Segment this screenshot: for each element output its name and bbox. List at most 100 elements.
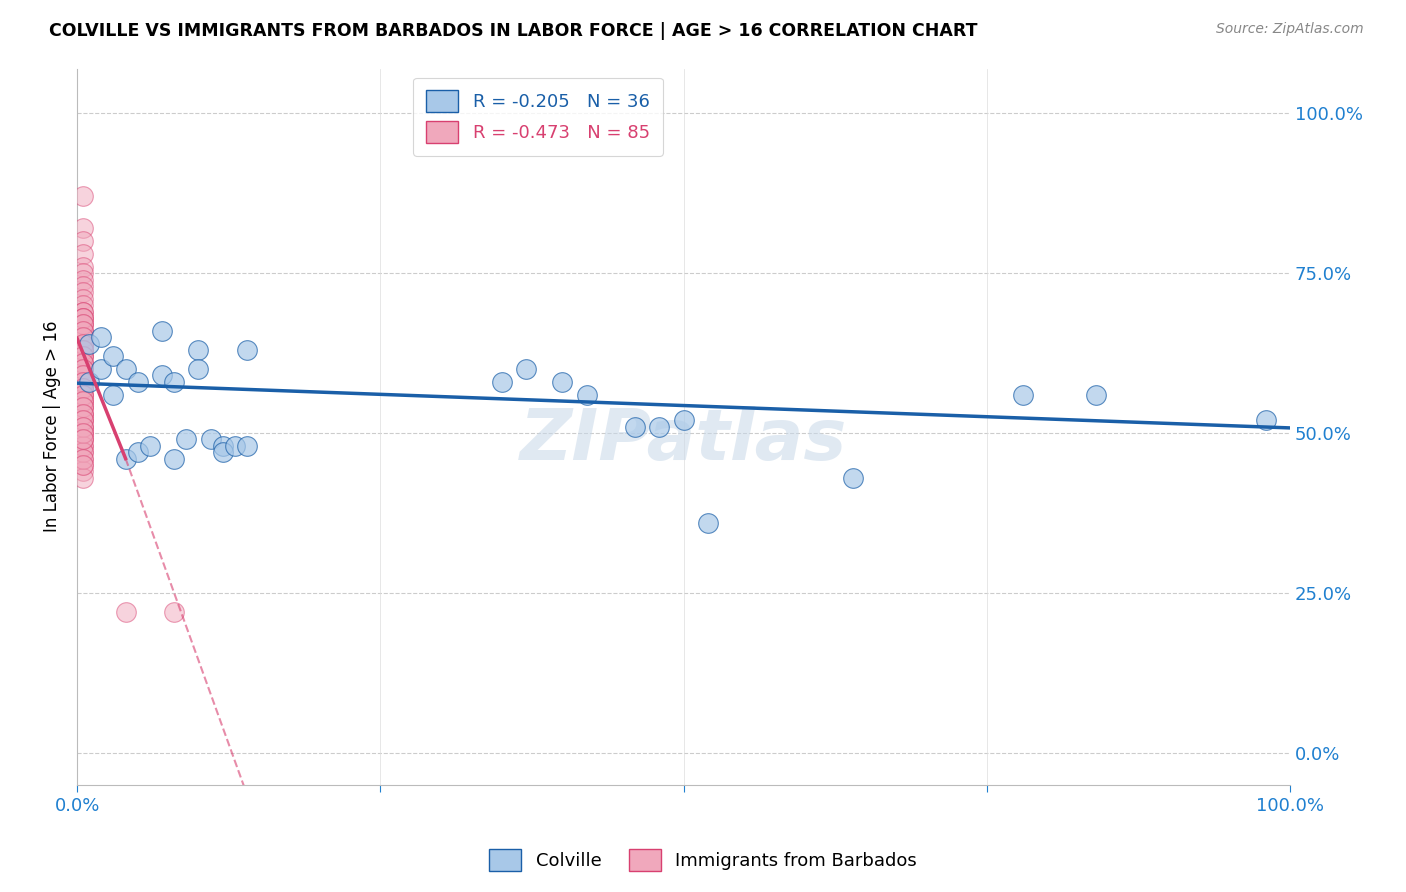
Point xyxy=(72,266,94,280)
Point xyxy=(72,387,94,401)
Point xyxy=(72,451,94,466)
Point xyxy=(72,189,94,203)
Point xyxy=(187,343,209,357)
Point xyxy=(72,285,94,300)
Point xyxy=(72,407,94,421)
Point xyxy=(72,387,94,401)
Point xyxy=(72,318,94,332)
Point xyxy=(127,375,149,389)
Point xyxy=(72,362,94,376)
Text: COLVILLE VS IMMIGRANTS FROM BARBADOS IN LABOR FORCE | AGE > 16 CORRELATION CHART: COLVILLE VS IMMIGRANTS FROM BARBADOS IN … xyxy=(49,22,977,40)
Point xyxy=(187,362,209,376)
Point xyxy=(72,425,94,440)
Point xyxy=(72,349,94,363)
Point xyxy=(174,433,197,447)
Point xyxy=(90,330,112,344)
Point xyxy=(103,387,125,401)
Point xyxy=(72,401,94,415)
Point xyxy=(72,401,94,415)
Point xyxy=(72,464,94,478)
Point xyxy=(72,439,94,453)
Point xyxy=(1254,413,1277,427)
Point xyxy=(163,451,186,466)
Point xyxy=(1084,387,1107,401)
Point xyxy=(72,433,94,447)
Point xyxy=(72,413,94,427)
Point xyxy=(72,279,94,293)
Point xyxy=(551,375,574,389)
Point xyxy=(72,336,94,351)
Point xyxy=(72,234,94,248)
Point xyxy=(200,433,222,447)
Text: ZIPatlas: ZIPatlas xyxy=(520,407,848,475)
Point xyxy=(72,349,94,363)
Point xyxy=(72,394,94,409)
Legend: R = -0.205   N = 36, R = -0.473   N = 85: R = -0.205 N = 36, R = -0.473 N = 85 xyxy=(413,78,662,156)
Point xyxy=(575,387,598,401)
Point xyxy=(72,324,94,338)
Point xyxy=(72,310,94,325)
Point xyxy=(150,368,173,383)
Point xyxy=(842,471,865,485)
Point xyxy=(77,336,100,351)
Point xyxy=(72,318,94,332)
Point xyxy=(72,330,94,344)
Point xyxy=(211,445,233,459)
Point xyxy=(72,292,94,306)
Point xyxy=(72,407,94,421)
Point xyxy=(72,330,94,344)
Point xyxy=(72,471,94,485)
Point xyxy=(90,362,112,376)
Point xyxy=(648,419,671,434)
Point xyxy=(72,419,94,434)
Point xyxy=(72,445,94,459)
Point xyxy=(72,362,94,376)
Point xyxy=(72,330,94,344)
Point xyxy=(72,272,94,286)
Point xyxy=(72,368,94,383)
Point xyxy=(72,343,94,357)
Point xyxy=(72,425,94,440)
Point xyxy=(72,324,94,338)
Point xyxy=(72,336,94,351)
Point xyxy=(211,439,233,453)
Point xyxy=(236,343,259,357)
Point xyxy=(72,362,94,376)
Point xyxy=(72,324,94,338)
Legend: Colville, Immigrants from Barbados: Colville, Immigrants from Barbados xyxy=(481,842,925,879)
Point xyxy=(72,343,94,357)
Point xyxy=(114,451,136,466)
Point xyxy=(72,375,94,389)
Point xyxy=(72,419,94,434)
Point xyxy=(72,413,94,427)
Point xyxy=(72,381,94,395)
Point xyxy=(72,451,94,466)
Point xyxy=(163,605,186,619)
Point xyxy=(72,425,94,440)
Point xyxy=(72,368,94,383)
Point xyxy=(72,413,94,427)
Point xyxy=(139,439,162,453)
Point xyxy=(72,304,94,318)
Point xyxy=(72,336,94,351)
Point xyxy=(72,356,94,370)
Point xyxy=(72,394,94,409)
Point xyxy=(72,356,94,370)
Point xyxy=(236,439,259,453)
Point xyxy=(72,221,94,235)
Point xyxy=(72,356,94,370)
Point xyxy=(72,433,94,447)
Point xyxy=(72,445,94,459)
Point xyxy=(72,310,94,325)
Point xyxy=(72,247,94,261)
Point xyxy=(624,419,647,434)
Point xyxy=(72,318,94,332)
Point xyxy=(150,324,173,338)
Point xyxy=(72,433,94,447)
Point xyxy=(163,375,186,389)
Point xyxy=(114,605,136,619)
Point xyxy=(72,349,94,363)
Point xyxy=(72,387,94,401)
Text: Source: ZipAtlas.com: Source: ZipAtlas.com xyxy=(1216,22,1364,37)
Point xyxy=(72,458,94,472)
